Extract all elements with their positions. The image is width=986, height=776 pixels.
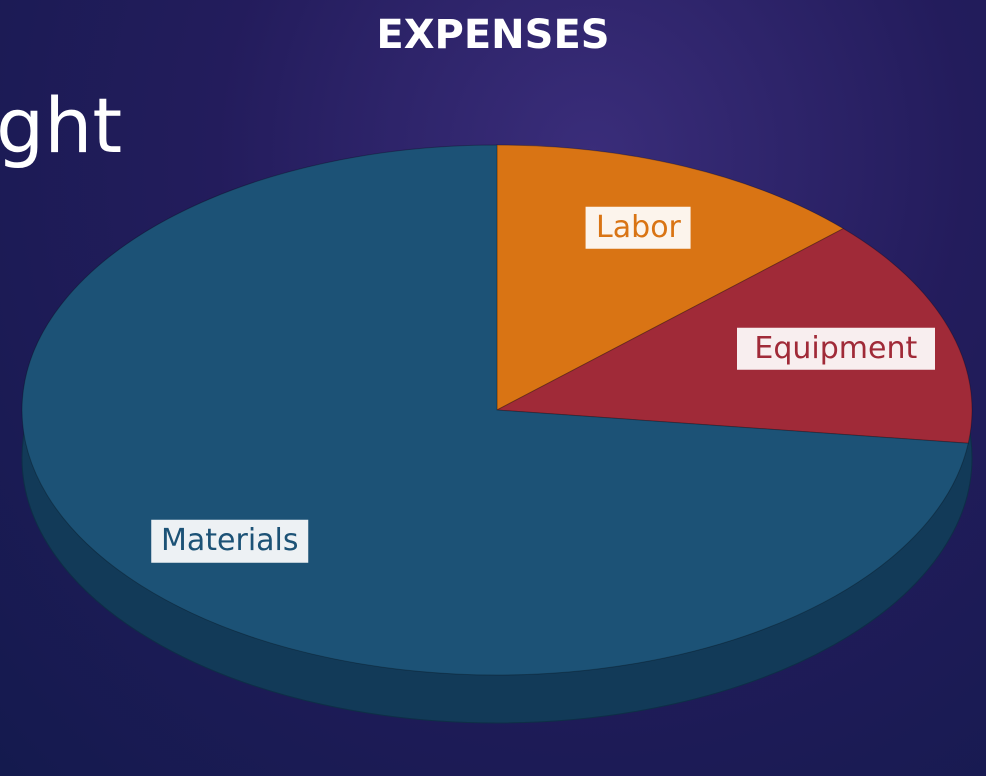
pie-slice xyxy=(496,144,845,411)
pie-slice xyxy=(495,228,973,444)
slice-label: Materials xyxy=(151,520,309,563)
chart-title: EXPENSES xyxy=(376,12,610,58)
slide-text: ght xyxy=(0,81,123,170)
slice-label: Equipment xyxy=(736,327,935,370)
slice-label: Labor xyxy=(586,206,691,249)
